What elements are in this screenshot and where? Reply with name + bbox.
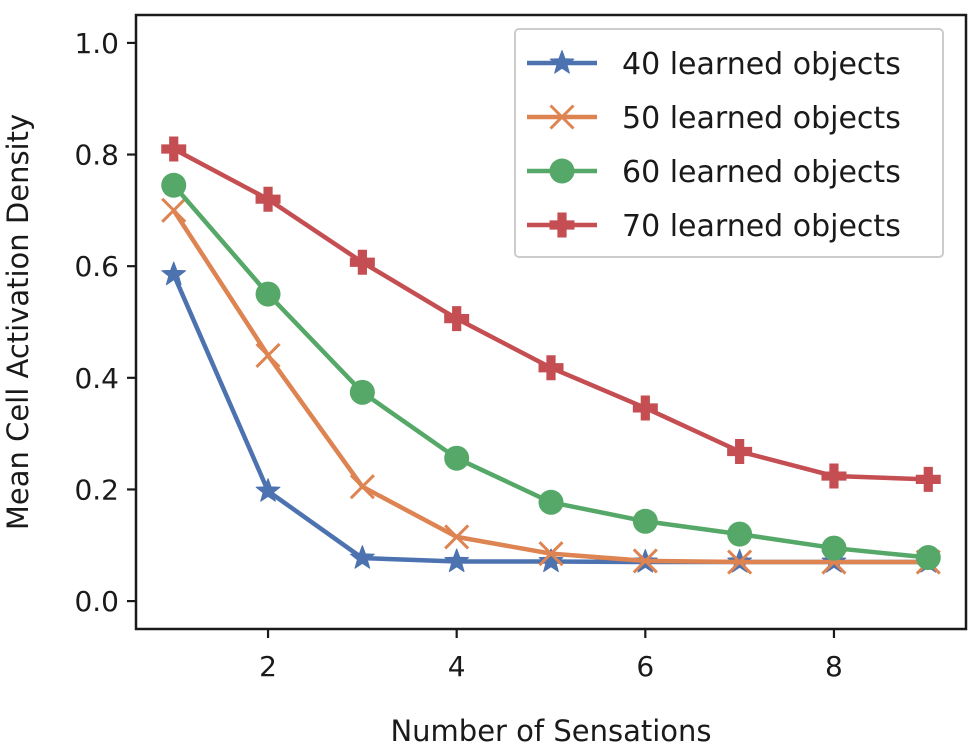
data-point: [727, 438, 753, 464]
data-point: [632, 395, 658, 421]
data-point: [538, 541, 564, 567]
legend-label: 70 learned objects: [622, 209, 901, 244]
data-point: [255, 186, 281, 212]
x-tick-label: 4: [448, 650, 466, 683]
legend-marker: [549, 212, 575, 238]
data-point: [161, 136, 187, 162]
data-point: [915, 545, 941, 571]
data-point: [349, 379, 375, 405]
data-point: [538, 489, 564, 515]
legend-marker: [549, 50, 575, 74]
data-point: [444, 524, 470, 550]
data-point: [444, 306, 470, 332]
data-point: [255, 478, 281, 502]
data-point: [821, 463, 847, 489]
data-point: [161, 261, 187, 286]
data-point: [255, 342, 281, 369]
series-70-learned-objects: [161, 136, 941, 492]
y-tick-label: 0.0: [74, 585, 119, 618]
data-point: [821, 535, 847, 561]
legend-marker: [549, 158, 575, 184]
x-tick-label: 6: [636, 650, 654, 683]
legend-marker: [549, 104, 575, 130]
data-point: [538, 355, 564, 381]
data-point: [538, 548, 564, 573]
x-tick-label: 2: [259, 650, 277, 683]
data-point: [349, 474, 375, 500]
y-tick-label: 0.6: [74, 250, 119, 283]
data-point: [727, 549, 753, 575]
y-axis: 0.0 0.2 0.4 0.6 0.8 1.0: [74, 27, 136, 618]
legend-item: 40 learned objects: [527, 47, 901, 82]
x-axis: 2 4 6 8: [259, 629, 843, 683]
legend-label: 60 learned objects: [622, 155, 901, 190]
legend-item: 50 learned objects: [527, 101, 901, 136]
data-point: [349, 249, 375, 275]
y-tick-label: 0.8: [74, 139, 119, 172]
data-point: [727, 521, 753, 547]
data-point: [444, 445, 470, 471]
y-tick-label: 0.4: [74, 362, 119, 395]
y-axis-label: Mean Cell Activation Density: [1, 114, 35, 530]
x-axis-label: Number of Sensations: [390, 714, 711, 748]
series-60-learned-objects: [161, 172, 941, 571]
legend-box: [514, 28, 944, 258]
legend-label: 50 learned objects: [622, 101, 901, 136]
data-point: [255, 281, 281, 307]
x-tick-label: 8: [825, 650, 843, 683]
data-point: [444, 548, 470, 573]
data-point: [161, 172, 187, 198]
y-tick-label: 1.0: [74, 27, 119, 60]
data-point: [632, 548, 658, 574]
data-point: [349, 545, 375, 569]
series-layer: [161, 136, 941, 575]
legend-item: 70 learned objects: [527, 209, 901, 244]
data-point: [915, 466, 941, 492]
data-point: [632, 508, 658, 534]
y-tick-label: 0.2: [74, 473, 119, 506]
legend-label: 40 learned objects: [622, 47, 901, 82]
legend: 40 learned objects 50 learned objects 60 l…: [514, 28, 944, 258]
legend-item: 60 learned objects: [527, 155, 901, 190]
data-point: [161, 197, 187, 223]
